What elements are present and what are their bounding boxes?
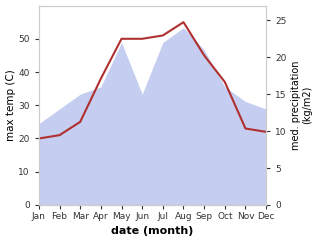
Y-axis label: max temp (C): max temp (C) [5, 69, 16, 141]
Y-axis label: med. precipitation
(kg/m2): med. precipitation (kg/m2) [291, 60, 313, 150]
X-axis label: date (month): date (month) [111, 227, 194, 236]
